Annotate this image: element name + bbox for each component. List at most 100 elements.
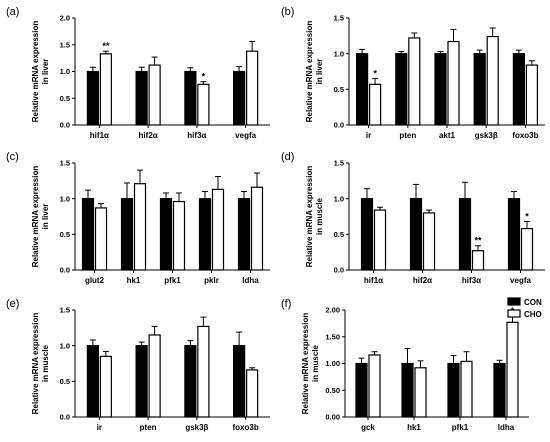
category-label: vegfa [235, 131, 256, 140]
y-tick-label: 1.0 [334, 49, 344, 58]
legend-label-con: CON [524, 298, 542, 307]
category-label: akt1 [439, 131, 456, 140]
category-label: ir [97, 423, 102, 432]
bar-cho [172, 200, 186, 271]
bar-cho [408, 37, 421, 126]
category-label: foxo3b [233, 423, 259, 432]
y-tick-label: 0.0 [60, 413, 70, 422]
bar-cho [250, 186, 264, 271]
category-label: pfk1 [452, 423, 469, 432]
category-label: hif2α [413, 276, 432, 285]
category-label: pfk1 [164, 276, 181, 285]
bar-cho [99, 53, 112, 126]
category-label: vegfa [510, 276, 531, 285]
bar-cho [460, 360, 473, 418]
chart-panel-d: (d) Relative mRNA expressionin muscle 0.0 0… [281, 151, 545, 285]
bar-cho [447, 40, 460, 126]
category-label: pklr [204, 276, 219, 285]
chart-panel-b: (b) Relative mRNA expressionin liver 0.0 0.… [281, 6, 545, 140]
bar-cho [197, 325, 210, 418]
y-axis-label: Relative mRNA expressionin muscle [31, 313, 50, 415]
category-label: hif1α [364, 276, 383, 285]
bar-cho [368, 354, 381, 418]
y-axis-label: Relative mRNA expressionin muscle [301, 313, 320, 415]
bar-con [473, 53, 486, 126]
bar-con [86, 70, 99, 126]
bar-con [434, 53, 447, 126]
category-label: gsk3β [185, 423, 208, 432]
category-label: foxo3b [512, 131, 538, 140]
significance-marker: ** [102, 41, 110, 51]
bar-cho [197, 83, 210, 126]
y-tick-label: 0.5 [60, 230, 70, 239]
bar-cho [148, 64, 161, 126]
category-label: hk1 [127, 276, 141, 285]
y-tick-label: 0.5 [60, 377, 70, 386]
bar-con [184, 345, 197, 418]
panel-label: (e) [6, 298, 19, 310]
chart-panel-c: (c) Relative mRNA expressionin liver 0.0 0.… [6, 151, 270, 285]
bar-con [493, 362, 506, 418]
category-label: hif3α [462, 276, 481, 285]
category-label: ldha [498, 423, 515, 432]
bar-con [81, 198, 95, 271]
bar-cho [506, 321, 519, 418]
y-tick-label: 1.5 [60, 306, 70, 315]
y-tick-label: 2.0 [60, 14, 70, 23]
bar-con [355, 53, 369, 126]
panel-label: (b) [281, 6, 294, 18]
category-label: hif2α [139, 131, 158, 140]
bar-con [507, 198, 521, 271]
bar-cho [246, 369, 259, 418]
legend: CON CHO [507, 297, 542, 319]
y-tick-label: 1.5 [60, 159, 70, 168]
y-axis-label: Relative mRNA expressionin muscle [305, 166, 324, 268]
y-tick-label: 0.0 [334, 266, 344, 275]
y-tick-label: 0.0 [60, 266, 70, 275]
bar-cho [525, 64, 538, 126]
category-label: hk1 [407, 423, 421, 432]
category-label: gsk3β [475, 131, 498, 140]
y-tick-label: 1.5 [334, 159, 344, 168]
bar-cho [414, 367, 427, 418]
bar-con [184, 70, 197, 126]
legend-label-cho: CHO [524, 310, 542, 319]
chart-panel-a: (a) Relative mRNA expressionin liver 0.0 0.… [6, 6, 270, 140]
bar-con [237, 198, 251, 271]
bar-cho [133, 183, 147, 271]
bar-con [159, 198, 173, 271]
bar-cho [211, 188, 225, 271]
bar-cho [94, 207, 108, 271]
y-tick-label: 0.50 [325, 386, 340, 395]
y-tick-label: 0.5 [60, 94, 70, 103]
category-label: ldha [242, 276, 259, 285]
panel-label: (d) [281, 151, 294, 163]
y-tick-label: 0.0 [334, 121, 344, 130]
y-tick-label: 1.0 [60, 194, 70, 203]
y-tick-label: 0.5 [334, 230, 344, 239]
category-label: glut2 [85, 276, 105, 285]
bar-cho [486, 35, 499, 126]
bar-cho [471, 250, 485, 271]
y-tick-label: 1.5 [334, 14, 344, 23]
bar-cho [373, 209, 387, 271]
y-tick-label: 1.5 [60, 40, 70, 49]
significance-marker: * [525, 211, 529, 221]
panel-label: (f) [281, 298, 291, 310]
legend-swatch-cho [507, 309, 521, 318]
bar-con [135, 70, 148, 126]
bar-cho [368, 83, 382, 126]
y-tick-label: 0.00 [325, 413, 340, 422]
bar-con [355, 362, 368, 418]
bar-con [86, 345, 99, 418]
panel-label: (c) [6, 151, 19, 163]
y-axis-label: Relative mRNA expressionin liver [305, 21, 324, 123]
bar-con [447, 362, 460, 418]
chart-panel-e: (e) Relative mRNA expressionin muscle 0.0 0… [6, 298, 270, 432]
category-label: pten [140, 423, 157, 432]
bar-con [409, 198, 423, 271]
bar-con [360, 198, 374, 271]
bar-con [458, 198, 472, 271]
chart-panel-f: (f) Relative mRNA expressionin muscle 0.00… [281, 298, 529, 432]
